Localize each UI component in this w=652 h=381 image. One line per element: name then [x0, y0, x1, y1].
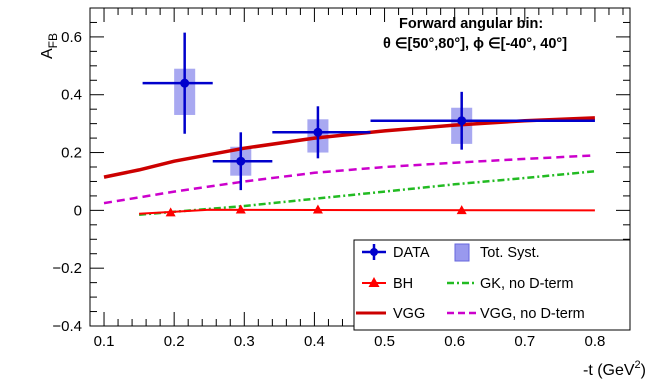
- legend: DATA Tot. Syst. BH GK, no D-term VGG VGG…: [353, 239, 631, 331]
- legend-frame: [353, 239, 631, 331]
- x-tick-label: 0.4: [304, 333, 325, 350]
- legend-data-symbol: [362, 244, 386, 260]
- vgg-curve: [103, 116, 595, 179]
- bh-marker: [456, 205, 467, 215]
- bh-marker: [312, 204, 323, 214]
- legend-bh-symbol: [362, 277, 386, 287]
- annotation-title: Forward angular bin:: [399, 16, 543, 32]
- x-tick-label: 0.7: [514, 333, 535, 350]
- y-tick-label: −0.2: [52, 260, 82, 277]
- legend-label-gk: GK, no D-term: [480, 276, 573, 292]
- legend-syst-symbol: [454, 243, 470, 262]
- x-tick-label: 0.3: [234, 333, 255, 350]
- y-axis-title: AFB: [39, 33, 60, 59]
- x-tick-label: 0.8: [585, 333, 606, 350]
- x-tick-label: 0.5: [374, 333, 395, 350]
- y-tick-label: −0.4: [52, 318, 82, 335]
- legend-label-vgg: VGG: [393, 306, 425, 322]
- x-tick-label: 0.1: [94, 333, 115, 350]
- bh-marker: [235, 204, 246, 214]
- plot-area: [103, 32, 596, 217]
- data-point: [180, 78, 190, 88]
- x-tick-label: 0.2: [164, 333, 185, 350]
- annotation-angles: θ ∈[50°,80°], ϕ ∈[-40°, 40°]: [383, 36, 567, 52]
- y-tick-label: 0.4: [61, 87, 82, 104]
- data-point: [457, 116, 467, 126]
- y-tick-label: 0.2: [61, 145, 82, 162]
- vgg-no-dterm-curve: [103, 154, 595, 205]
- bh-curve: [139, 208, 595, 215]
- data-point: [236, 156, 246, 166]
- x-axis-title: -t (GeV2): [583, 359, 646, 379]
- y-tick-label: 0: [74, 202, 82, 219]
- gk-no-dterm-curve: [138, 170, 596, 216]
- legend-label-vgg-nod: VGG, no D-term: [480, 306, 585, 322]
- legend-label-syst: Tot. Syst.: [480, 245, 540, 261]
- legend-label-bh: BH: [393, 276, 413, 292]
- data-point: [313, 127, 323, 137]
- y-tick-label: 0.6: [61, 29, 82, 46]
- bh-marker: [165, 207, 176, 217]
- legend-label-data: DATA: [393, 245, 430, 261]
- x-tick-label: 0.6: [444, 333, 465, 350]
